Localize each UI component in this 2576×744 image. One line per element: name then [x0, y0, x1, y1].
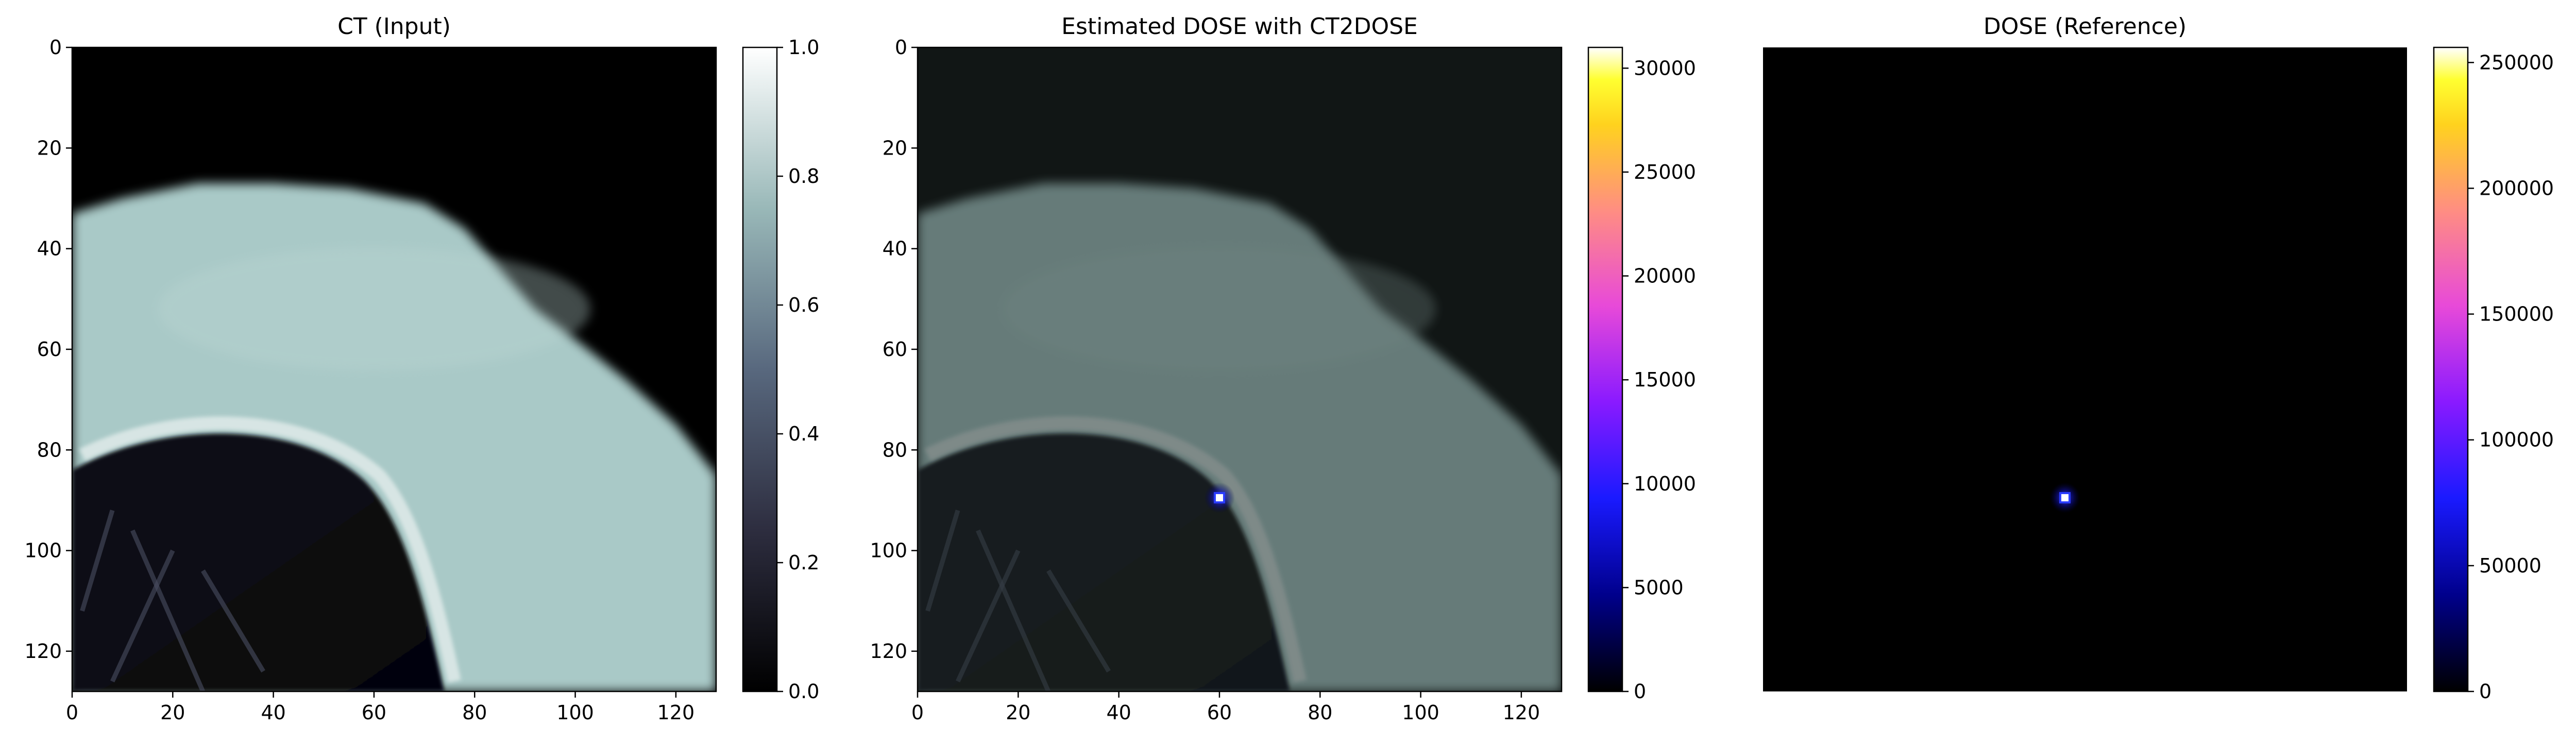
panel-2: Estimated DOSE with CT2DOSE 0 20 40 60 80 100 1… — [870, 13, 1563, 724]
x-tick-label: 40 — [1106, 701, 1131, 724]
panel-1: CT (Input) 0 20 40 60 80 100 120 0 20 40 60 80 100 120 — [24, 13, 717, 724]
axes-frame — [71, 46, 717, 692]
y-axis: 0 20 40 60 80 100 120 — [870, 36, 918, 663]
x-tick-label: 0 — [66, 701, 78, 724]
colorbar-tick-label: 10000 — [1634, 472, 1696, 495]
x-tick-label: 60 — [362, 701, 386, 724]
x-tick-label: 80 — [462, 701, 487, 724]
lung-vessel — [1046, 569, 1111, 673]
y-axis: 0 20 40 60 80 100 120 — [24, 36, 72, 663]
ct-slice — [918, 183, 1562, 691]
lung-vessel — [976, 529, 1051, 691]
y-tick-label: 100 — [870, 539, 907, 562]
colorbar-tick-label: 50000 — [2479, 554, 2541, 577]
colorbar-tick-label: 150000 — [2479, 303, 2554, 326]
lung-region — [918, 433, 1290, 691]
colorbar-gradient — [2433, 46, 2469, 692]
x-tick-label: 20 — [1006, 701, 1030, 724]
colorbar-tick-label: 200000 — [2479, 177, 2554, 199]
panel-1-image — [72, 47, 716, 691]
x-tick-label: 120 — [657, 701, 695, 724]
lung-region — [72, 433, 445, 691]
colorbar-tick-label: 250000 — [2479, 51, 2554, 74]
colorbar-tick-label: 0.0 — [788, 680, 819, 703]
y-tick-label: 60 — [37, 338, 62, 361]
y-tick-label: 100 — [24, 539, 62, 562]
colorbar-tick-label: 100000 — [2479, 429, 2554, 451]
y-tick-label: 20 — [37, 137, 62, 159]
colorbar-tick-label: 30000 — [1634, 57, 1696, 79]
colorbar-tick-label: 20000 — [1634, 265, 1696, 288]
panel-title: DOSE (Reference) — [1984, 13, 2187, 40]
colorbar-tick-label: 0.6 — [788, 294, 819, 316]
axes-frame — [917, 46, 1563, 692]
panel-2-image — [918, 47, 1562, 691]
x-axis: 0 20 40 60 80 100 120 — [911, 691, 1540, 724]
y-tick-label: 0 — [895, 36, 907, 59]
colorbar-gradient — [742, 46, 778, 692]
lung-vessel — [80, 510, 115, 612]
colorbar-2: 0 5000 10000 15000 20000 25000 30000 — [1587, 46, 1696, 703]
x-tick-label: 0 — [911, 701, 924, 724]
lung-vessel — [925, 510, 960, 612]
x-tick-label: 80 — [1308, 701, 1332, 724]
pleural-edge — [924, 416, 1307, 683]
panel-3-image — [1763, 47, 2407, 691]
y-tick-label: 80 — [883, 438, 907, 461]
ct-slice — [72, 183, 716, 691]
y-tick-label: 120 — [870, 640, 907, 663]
lung-vessel — [130, 529, 206, 691]
colorbar-gradient — [1587, 46, 1623, 692]
lung-vessel — [956, 549, 1021, 683]
x-tick-label: 100 — [1402, 701, 1439, 724]
colorbar-1: 0.0 0.2 0.4 0.6 0.8 1.0 — [742, 36, 819, 703]
y-tick-label: 20 — [883, 137, 907, 159]
tissue-texture — [1003, 247, 1436, 371]
x-axis: 0 20 40 60 80 100 120 — [66, 691, 694, 724]
panel-title: Estimated DOSE with CT2DOSE — [1061, 13, 1418, 40]
lung-vessel — [110, 549, 175, 683]
y-tick-label: 60 — [883, 338, 907, 361]
x-tick-label: 100 — [556, 701, 594, 724]
x-tick-label: 60 — [1207, 701, 1232, 724]
y-tick-label: 40 — [883, 238, 907, 260]
tissue-texture — [157, 247, 590, 371]
x-tick-label: 20 — [160, 701, 185, 724]
colorbar-tick-label: 25000 — [1634, 161, 1696, 183]
colorbar-tick-label: 0 — [1634, 680, 1646, 703]
y-tick-label: 80 — [37, 438, 62, 461]
x-tick-label: 40 — [261, 701, 285, 724]
colorbar-tick-label: 15000 — [1634, 368, 1696, 391]
colorbar-tick-label: 0 — [2479, 680, 2492, 703]
colorbar-tick-label: 1.0 — [788, 36, 819, 59]
pleural-edge — [79, 416, 461, 683]
colorbar-tick-label: 0.2 — [788, 551, 819, 574]
panel-title: CT (Input) — [337, 13, 451, 40]
y-tick-label: 0 — [49, 36, 62, 59]
dose-spot — [1215, 494, 1223, 502]
x-tick-label: 120 — [1503, 701, 1540, 724]
y-tick-label: 120 — [24, 640, 62, 663]
dose-spot — [2061, 494, 2069, 502]
image-background — [1763, 47, 2407, 691]
dose-overlay — [918, 47, 1562, 691]
colorbar-3: 0 50000 100000 150000 200000 250000 — [2433, 46, 2554, 703]
colorbar-tick-label: 0.4 — [788, 422, 819, 445]
panel-3: DOSE (Reference) — [1763, 13, 2407, 691]
colorbar-tick-label: 5000 — [1634, 576, 1684, 599]
lung-vessel — [201, 569, 265, 673]
colorbar-tick-label: 0.8 — [788, 165, 819, 188]
y-tick-label: 40 — [37, 238, 62, 260]
